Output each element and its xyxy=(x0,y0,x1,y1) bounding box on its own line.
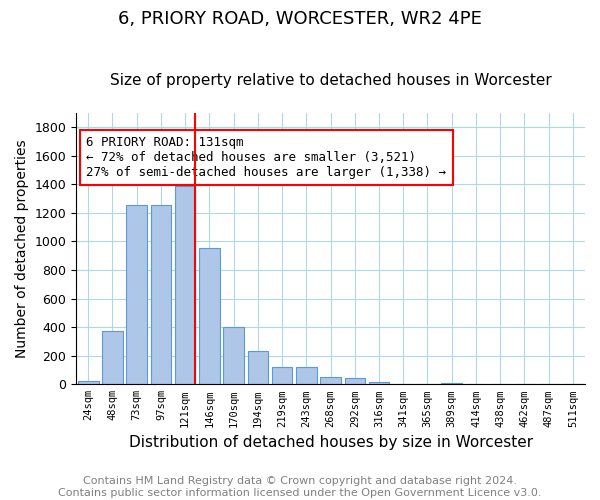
Y-axis label: Number of detached properties: Number of detached properties xyxy=(15,139,29,358)
Bar xyxy=(127,205,147,384)
Bar xyxy=(272,367,292,384)
Bar xyxy=(199,248,220,384)
Title: Size of property relative to detached houses in Worcester: Size of property relative to detached ho… xyxy=(110,73,551,88)
Text: Contains HM Land Registry data © Crown copyright and database right 2024.
Contai: Contains HM Land Registry data © Crown c… xyxy=(58,476,542,498)
Bar xyxy=(320,377,341,384)
Bar xyxy=(296,367,317,384)
Bar xyxy=(369,382,389,384)
Bar xyxy=(175,186,196,384)
X-axis label: Distribution of detached houses by size in Worcester: Distribution of detached houses by size … xyxy=(128,435,533,450)
Bar xyxy=(102,330,123,384)
Bar xyxy=(442,383,462,384)
Bar xyxy=(78,382,98,384)
Text: 6 PRIORY ROAD: 131sqm
← 72% of detached houses are smaller (3,521)
27% of semi-d: 6 PRIORY ROAD: 131sqm ← 72% of detached … xyxy=(86,136,446,179)
Bar xyxy=(344,378,365,384)
Bar xyxy=(248,352,268,384)
Bar xyxy=(151,205,171,384)
Bar xyxy=(223,327,244,384)
Text: 6, PRIORY ROAD, WORCESTER, WR2 4PE: 6, PRIORY ROAD, WORCESTER, WR2 4PE xyxy=(118,10,482,28)
